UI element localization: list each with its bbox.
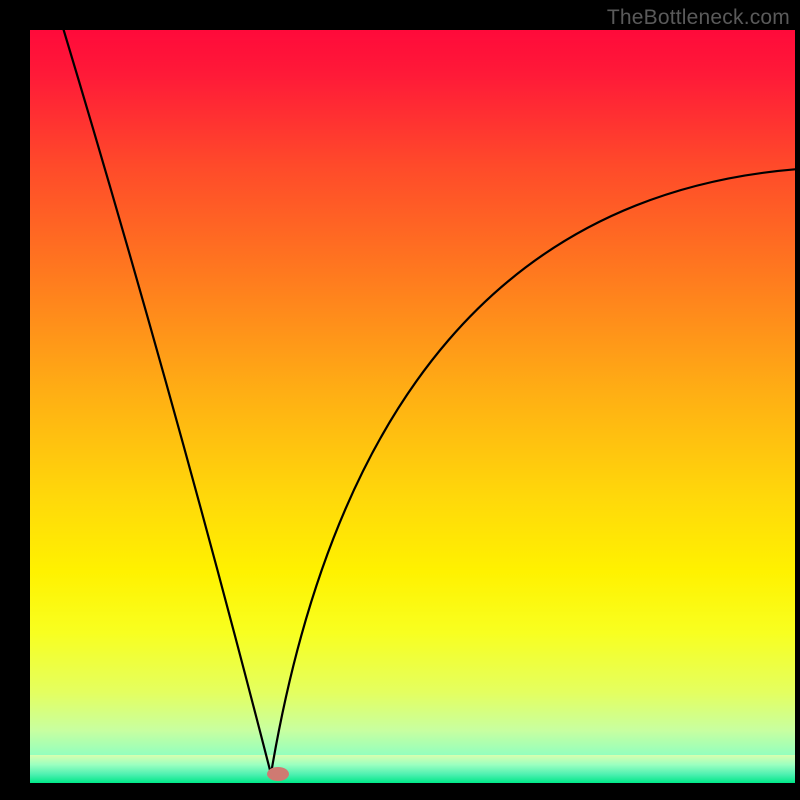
- optimum-marker: [267, 767, 289, 781]
- chart-plot-area: [30, 30, 795, 783]
- watermark-text: TheBottleneck.com: [607, 6, 790, 30]
- chart-green-band: [30, 755, 795, 783]
- chart-background-gradient: [30, 30, 795, 783]
